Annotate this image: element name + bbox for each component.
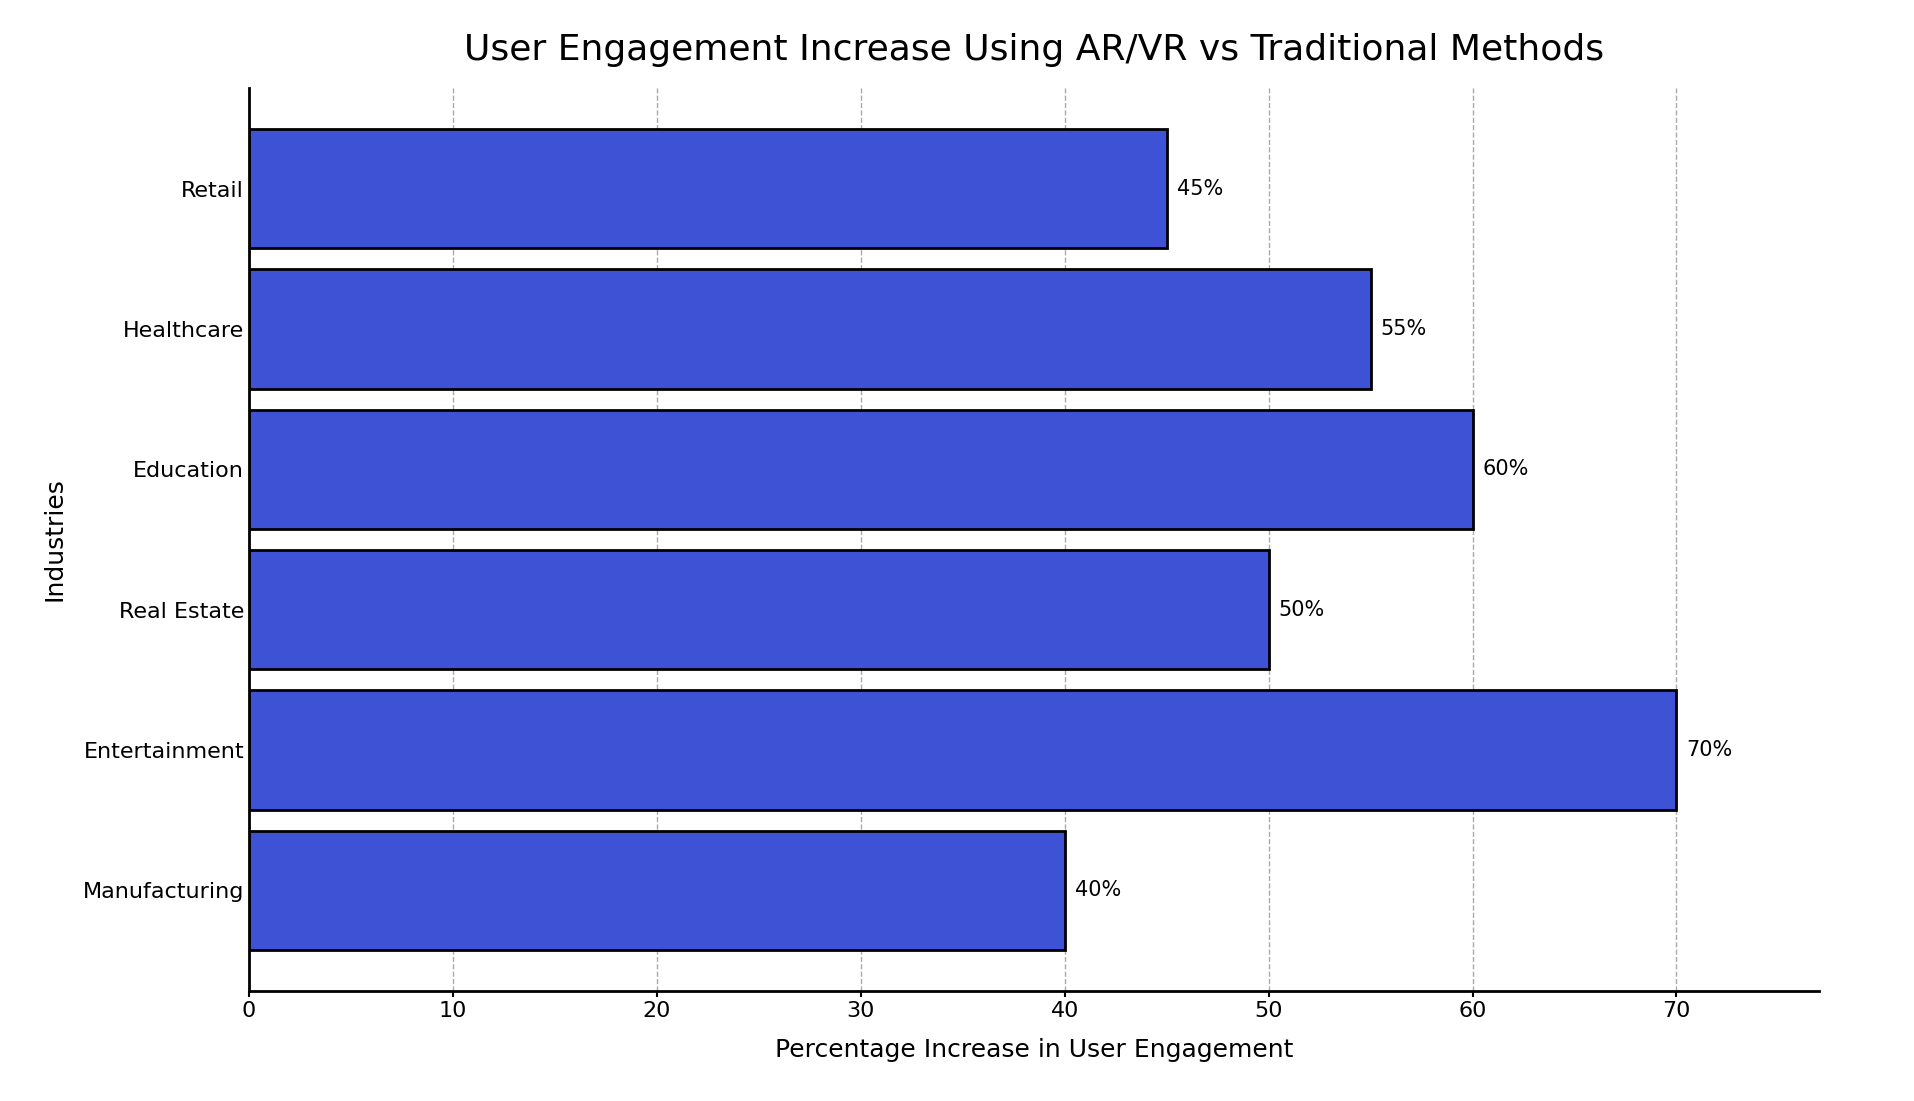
Text: 60%: 60% [1481, 459, 1529, 479]
X-axis label: Percentage Increase in User Engagement: Percentage Increase in User Engagement [775, 1038, 1292, 1062]
Y-axis label: Industries: Industries [42, 478, 65, 601]
Bar [249, 550, 1267, 669]
Bar [249, 410, 1472, 528]
Title: User Engagement Increase Using AR/VR vs Traditional Methods: User Engagement Increase Using AR/VR vs … [463, 33, 1604, 67]
Text: 40%: 40% [1074, 880, 1120, 901]
Text: 45%: 45% [1177, 178, 1223, 199]
Text: 50%: 50% [1279, 600, 1324, 620]
Bar [249, 690, 1675, 809]
Text: 70%: 70% [1686, 740, 1732, 760]
Bar [249, 270, 1370, 389]
Bar [249, 129, 1166, 249]
Text: 55%: 55% [1380, 319, 1426, 339]
Bar [249, 830, 1064, 950]
